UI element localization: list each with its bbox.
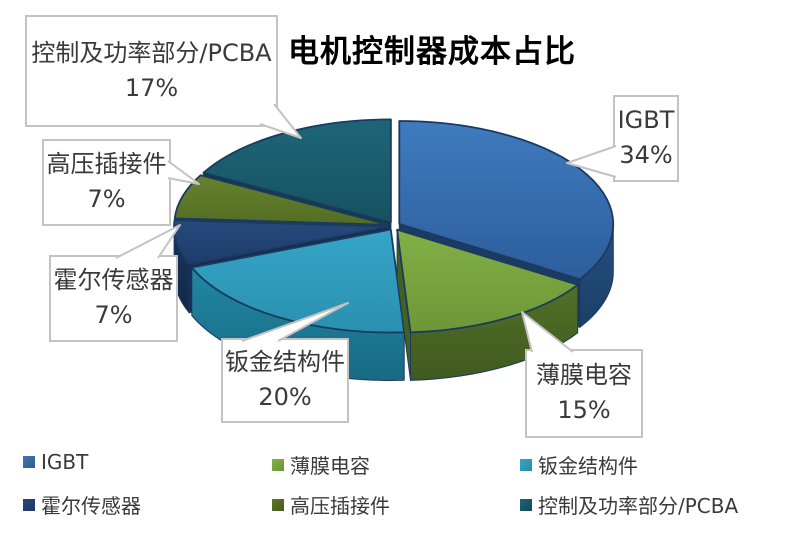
callout-label: 霍尔传感器 <box>53 266 174 295</box>
legend-swatch <box>520 498 532 511</box>
legend-label: 薄膜电容 <box>290 454 370 478</box>
callout-0: 控制及功率部分/PCBA 17% <box>25 15 278 127</box>
callout-5: 薄膜电容 15% <box>525 349 643 438</box>
legend-swatch <box>272 458 284 471</box>
callout-value: 20% <box>258 383 312 411</box>
callout-2: 高压插接件 7% <box>42 139 171 226</box>
callout-pointer-1 <box>567 146 616 177</box>
callout-pointer-0 <box>260 104 301 138</box>
callout-label: 高压插接件 <box>46 150 167 179</box>
callout-value: 34% <box>619 141 673 169</box>
legend-label: 霍尔传感器 <box>41 494 141 518</box>
pie-slice-4 <box>173 174 390 226</box>
callout-value: 17% <box>124 73 179 102</box>
callout-value: 7% <box>87 185 126 213</box>
chart-title: 电机控制器成本占比 <box>288 34 576 70</box>
pie-slice-0 <box>398 120 615 281</box>
pie-slice-1 <box>396 228 579 334</box>
legend-label: 控制及功率部分/PCBA <box>538 494 739 518</box>
callout-value: 15% <box>557 396 611 424</box>
legend-swatch <box>23 498 35 511</box>
callout-value: 7% <box>94 301 133 329</box>
legend-swatch <box>272 498 284 511</box>
pie-slice-3 <box>173 219 389 266</box>
legend-item-2: 钣金结构件 <box>520 450 638 479</box>
callout-label: 控制及功率部分/PCBA <box>31 38 272 67</box>
legend-swatch <box>520 458 532 471</box>
callout-4: 钣金结构件 20% <box>221 338 349 423</box>
callout-label: 钣金结构件 <box>225 348 345 377</box>
legend-item-4: 高压插接件 <box>272 490 390 519</box>
legend-label: 高压插接件 <box>290 494 390 518</box>
legend-label: 钣金结构件 <box>538 454 638 478</box>
legend-item-1: 薄膜电容 <box>272 450 370 479</box>
callout-label: 薄膜电容 <box>536 361 632 390</box>
pie-slice-2 <box>190 228 406 334</box>
legend-item-0: IGBT <box>23 450 88 474</box>
pie-slice-5 <box>202 118 392 224</box>
legend-label: IGBT <box>41 450 89 474</box>
legend-swatch <box>23 456 35 468</box>
callout-1: IGBT 34% <box>613 95 679 182</box>
callout-label: IGBT <box>617 106 675 135</box>
legend-item-3: 霍尔传感器 <box>23 490 141 519</box>
callout-3: 霍尔传感器 7% <box>49 255 178 342</box>
legend-item-5: 控制及功率部分/PCBA <box>520 490 738 519</box>
